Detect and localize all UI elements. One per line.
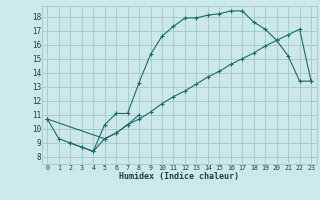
X-axis label: Humidex (Indice chaleur): Humidex (Indice chaleur): [119, 172, 239, 181]
